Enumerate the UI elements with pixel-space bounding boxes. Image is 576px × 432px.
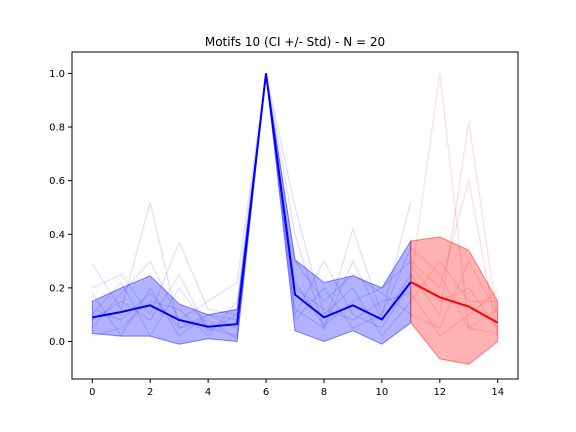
- plot-frame: [71, 51, 519, 380]
- x-axis: 0 2 4 6 8 10 12 14: [89, 379, 504, 398]
- y-tick-label: 0.4: [49, 230, 65, 241]
- history-mean-line: [92, 73, 412, 328]
- forecast-trace-6: [410, 259, 499, 329]
- y-tick-label: 1.0: [49, 69, 65, 80]
- forecast-trace-7: [410, 265, 499, 329]
- history-trace-3: [91, 73, 412, 329]
- x-tick-label: 10: [376, 387, 389, 398]
- x-tick-label: 0: [89, 387, 95, 398]
- forecast-trace-2: [410, 121, 499, 321]
- y-tick-label: 0.6: [49, 176, 65, 187]
- forecast-trace-3: [410, 180, 499, 337]
- forecast-trace-8: [410, 259, 498, 302]
- individual-traces: [91, 73, 499, 340]
- y-axis: 0.0 0.2 0.4 0.6 0.8 1.0: [49, 69, 72, 348]
- x-tick-label: 14: [491, 387, 504, 398]
- x-tick-label: 4: [205, 387, 211, 398]
- mean-lines: [92, 73, 499, 328]
- forecast-mean-line: [410, 281, 499, 324]
- x-tick-label: 8: [321, 387, 327, 398]
- x-tick-label: 2: [147, 387, 153, 398]
- x-tick-label: 6: [263, 387, 269, 398]
- forecast-trace-1: [410, 73, 498, 335]
- chart-title: Motifs 10 (CI +/- Std) - N = 20: [205, 35, 385, 49]
- y-tick-label: 0.8: [49, 123, 65, 134]
- y-tick-label: 0.2: [49, 283, 65, 294]
- forecast-ci-band: [410, 236, 499, 365]
- forecast-trace-4: [410, 290, 499, 338]
- x-tick-label: 12: [433, 387, 446, 398]
- y-tick-label: 0.0: [49, 337, 65, 348]
